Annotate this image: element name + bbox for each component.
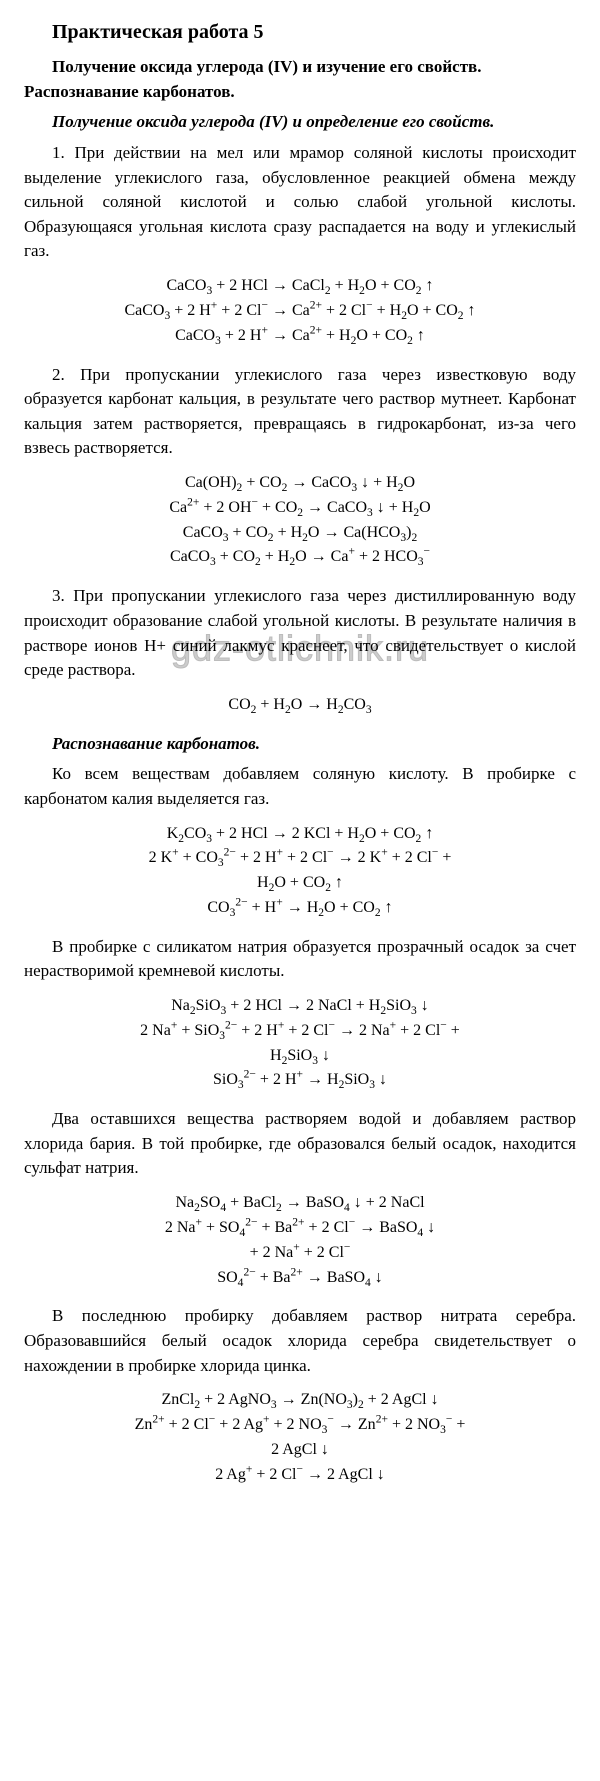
subtitle-section-2: Распознавание карбонатов. bbox=[24, 732, 576, 757]
subtitle-main: Получение оксида углерода (IV) и изучени… bbox=[24, 55, 576, 104]
equation-7b2: 2 AgCl ↓ bbox=[24, 1438, 576, 1463]
paragraph-5: В пробирке с силикатом натрия образуется… bbox=[24, 935, 576, 984]
equation-block-6: Na2SO4 + BaCl2 → BaSO4 ↓ + 2 NaCl 2 Na+ … bbox=[24, 1191, 576, 1290]
equation-1c: CaCO3 + 2 H+ → Ca2+ + H2O + CO2 ↑ bbox=[24, 324, 576, 349]
equation-6c: SO42− + Ba2+ → BaSO4 ↓ bbox=[24, 1266, 576, 1291]
paragraph-7: В последнюю пробирку добавляем раствор н… bbox=[24, 1304, 576, 1378]
equation-4b: 2 K+ + CO32− + 2 H+ + 2 Cl− → 2 K+ + 2 C… bbox=[24, 846, 576, 871]
equation-3: CO2 + H2O → H2CO3 bbox=[24, 693, 576, 718]
equation-6a: Na2SO4 + BaCl2 → BaSO4 ↓ + 2 NaCl bbox=[24, 1191, 576, 1216]
equation-2d: CaCO3 + CO2 + H2O → Ca+ + 2 HCO3− bbox=[24, 545, 576, 570]
equation-6b2: + 2 Na+ + 2 Cl− bbox=[24, 1241, 576, 1266]
equation-7c: 2 Ag+ + 2 Cl− → 2 AgCl ↓ bbox=[24, 1463, 576, 1488]
equation-1b: CaCO3 + 2 H+ + 2 Cl− → Ca2+ + 2 Cl− + H2… bbox=[24, 299, 576, 324]
equation-7a: ZnCl2 + 2 AgNO3 → Zn(NO3)2 + 2 AgCl ↓ bbox=[24, 1388, 576, 1413]
equation-block-5: Na2SiO3 + 2 HCl → 2 NaCl + H2SiO3 ↓ 2 Na… bbox=[24, 994, 576, 1093]
paragraph-3: 3. При пропускании углекислого газа чере… bbox=[24, 584, 576, 683]
equation-block-7: ZnCl2 + 2 AgNO3 → Zn(NO3)2 + 2 AgCl ↓ Zn… bbox=[24, 1388, 576, 1487]
equation-5a: Na2SiO3 + 2 HCl → 2 NaCl + H2SiO3 ↓ bbox=[24, 994, 576, 1019]
paragraph-1: 1. При действии на мел или мрамор соляно… bbox=[24, 141, 576, 264]
equation-2a: Ca(OH)2 + CO2 → CaCO3 ↓ + H2O bbox=[24, 471, 576, 496]
equation-7b: Zn2+ + 2 Cl− + 2 Ag+ + 2 NO3− → Zn2+ + 2… bbox=[24, 1413, 576, 1438]
equation-4c: CO32− + H+ → H2O + CO2 ↑ bbox=[24, 896, 576, 921]
title: Практическая работа 5 bbox=[24, 18, 576, 47]
equation-block-4: K2CO3 + 2 HCl → 2 KCl + H2O + CO2 ↑ 2 K+… bbox=[24, 822, 576, 921]
equation-1a: CaCO3 + 2 HCl → CaCl2 + H2O + CO2 ↑ bbox=[24, 274, 576, 299]
equation-5c: SiO32− + 2 H+ → H2SiO3 ↓ bbox=[24, 1068, 576, 1093]
equation-6b: 2 Na+ + SO42− + Ba2+ + 2 Cl− → BaSO4 ↓ bbox=[24, 1216, 576, 1241]
equation-block-1: CaCO3 + 2 HCl → CaCl2 + H2O + CO2 ↑ CaCO… bbox=[24, 274, 576, 348]
equation-block-2: Ca(OH)2 + CO2 → CaCO3 ↓ + H2O Ca2+ + 2 O… bbox=[24, 471, 576, 570]
equation-5b2: H2SiO3 ↓ bbox=[24, 1044, 576, 1069]
paragraph-6: Два оставшихся вещества растворяем водой… bbox=[24, 1107, 576, 1181]
paragraph-2: 2. При пропускании углекислого газа чере… bbox=[24, 363, 576, 462]
equation-4a: K2CO3 + 2 HCl → 2 KCl + H2O + CO2 ↑ bbox=[24, 822, 576, 847]
equation-4b2: H2O + CO2 ↑ bbox=[24, 871, 576, 896]
subtitle-section-1: Получение оксида углерода (IV) и определ… bbox=[24, 110, 576, 135]
equation-2c: CaCO3 + CO2 + H2O → Ca(HCO3)2 bbox=[24, 521, 576, 546]
equation-block-3: CO2 + H2O → H2CO3 bbox=[24, 693, 576, 718]
equation-2b: Ca2+ + 2 OH− + CO2 → CaCO3 ↓ + H2O bbox=[24, 496, 576, 521]
equation-5b: 2 Na+ + SiO32− + 2 H+ + 2 Cl− → 2 Na+ + … bbox=[24, 1019, 576, 1044]
paragraph-4: Ко всем веществам добавляем соляную кисл… bbox=[24, 762, 576, 811]
